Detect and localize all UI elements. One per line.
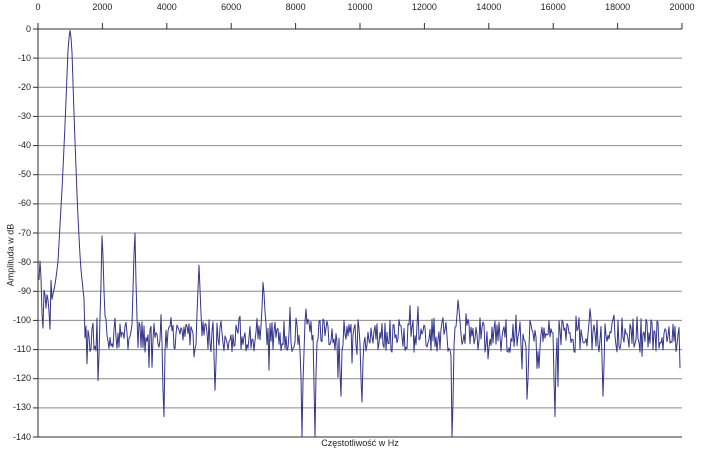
y-tick-label: -50 <box>17 169 31 180</box>
y-tick-label: -30 <box>17 110 31 121</box>
y-tick-label: -40 <box>17 140 31 151</box>
y-tick-label: -100 <box>12 314 31 325</box>
y-tick-label: -70 <box>17 227 31 238</box>
x-tick-label: 4000 <box>156 2 177 12</box>
x-tick-label: 14000 <box>476 2 502 12</box>
x-tick-label: 10000 <box>347 2 373 12</box>
y-tick-label: -110 <box>13 344 31 355</box>
x-tick-label: 8000 <box>285 2 306 12</box>
y-tick-label: -90 <box>17 285 31 296</box>
x-tick-label: 0 <box>35 2 41 12</box>
y-tick-label: -60 <box>17 198 31 209</box>
y-tick-label: -80 <box>17 256 31 267</box>
y-tick-label: -20 <box>17 81 31 92</box>
y-tick-label: -140 <box>12 431 31 442</box>
x-tick-label: 16000 <box>540 2 566 12</box>
x-axis-title: Częstotliwość w Hz <box>321 438 399 448</box>
x-tick-label: 12000 <box>411 2 437 12</box>
y-tick-label: -10 <box>17 52 31 63</box>
y-axis-title: Amplituda w dB <box>5 223 15 287</box>
x-tick-label: 20000 <box>669 2 695 12</box>
y-axis-title-wrap: Amplituda w dB <box>0 60 20 450</box>
x-tick-label: 2000 <box>92 2 113 12</box>
y-tick-label: -130 <box>12 402 31 413</box>
y-tick-label: -120 <box>12 373 31 384</box>
x-tick-label: 6000 <box>221 2 242 12</box>
x-tick-label: 18000 <box>605 2 631 12</box>
y-tick-label: 0 <box>25 23 31 34</box>
